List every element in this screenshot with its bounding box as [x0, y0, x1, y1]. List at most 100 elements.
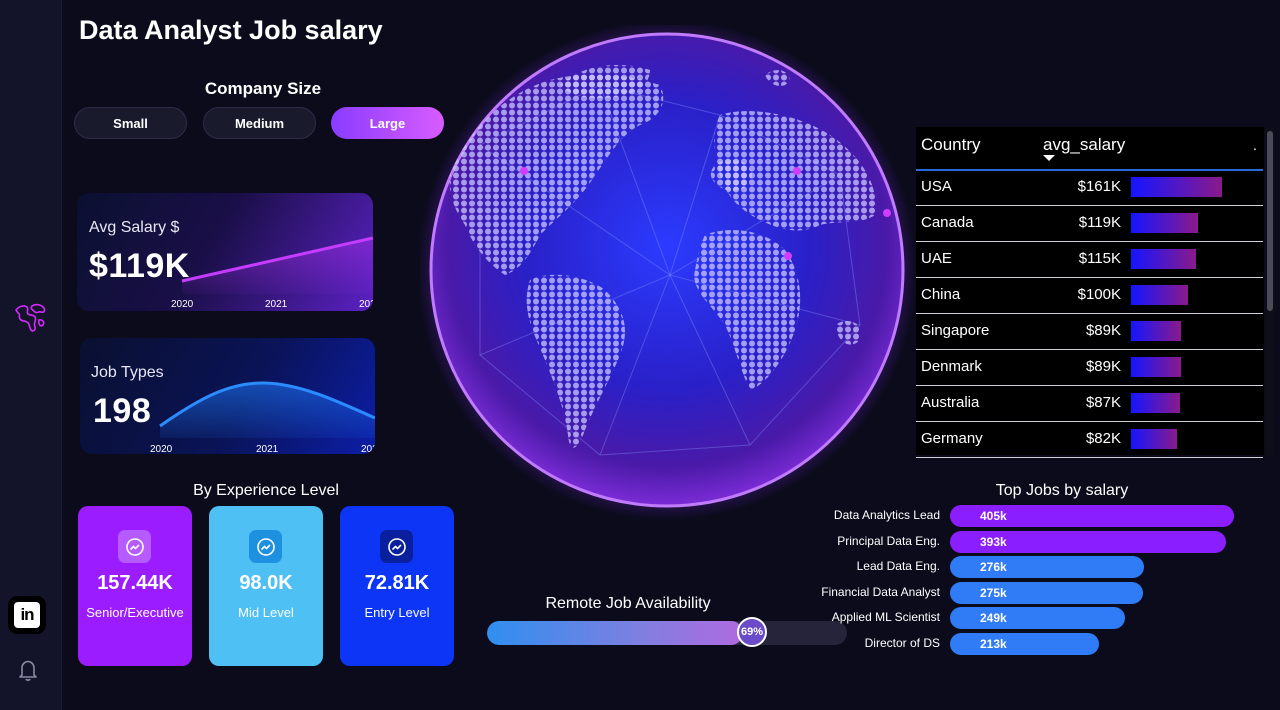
table-row[interactable]: Australia $87K: [916, 386, 1263, 422]
avg-salary-value: $115K: [1078, 250, 1121, 267]
job-salary-bar: 393k: [950, 530, 1226, 553]
job-title-label: Principal Data Eng.: [837, 533, 940, 548]
salary-databar: [1131, 357, 1181, 377]
experience-title: By Experience Level: [193, 482, 339, 499]
more-options-icon[interactable]: .: [1253, 137, 1257, 153]
table-row[interactable]: Canada $119K: [916, 206, 1263, 242]
scrollbar-thumb[interactable]: [1267, 131, 1273, 311]
job-types-label: Job Types: [91, 364, 164, 381]
top-job-row[interactable]: Applied ML Scientist 249k: [790, 607, 1250, 630]
country-name: Australia: [921, 394, 980, 411]
avg-salary-value: $100K: [1077, 286, 1121, 303]
table-row[interactable]: China $100K: [916, 278, 1263, 314]
company-size-small-button[interactable]: Small: [74, 107, 187, 139]
table-row[interactable]: Denmark $89K: [916, 350, 1263, 386]
country-column-header[interactable]: Country: [921, 135, 981, 154]
table-row[interactable]: UAE $115K: [916, 242, 1263, 278]
job-title-label: Lead Data Eng.: [856, 559, 940, 574]
experience-label: Senior/Executive: [86, 605, 184, 620]
avg-salary-card: Avg Salary $ $119K 2020 2021 2022: [77, 193, 373, 311]
salary-databar: [1131, 429, 1177, 449]
bell-icon[interactable]: [17, 658, 39, 682]
table-row[interactable]: USA $161K: [916, 170, 1263, 206]
company-size-large-button[interactable]: Large: [331, 107, 444, 139]
job-salary-value: 393k: [980, 534, 1007, 549]
job-salary-value: 405k: [980, 509, 1007, 523]
sort-descending-icon[interactable]: [1043, 155, 1055, 161]
experience-value: 157.44K: [97, 572, 173, 594]
job-salary-value: 275k: [980, 585, 1007, 600]
year-label: 2020: [150, 444, 173, 454]
table-scrollbar[interactable]: [1266, 127, 1274, 455]
year-label: 2020: [171, 299, 194, 310]
table-header: Country avg_salary .: [916, 127, 1263, 171]
trend-icon: [118, 530, 151, 563]
avg-salary-value: $89K: [1085, 322, 1121, 339]
company-size-medium-button[interactable]: Medium: [203, 107, 316, 139]
trend-icon: [249, 530, 282, 563]
job-types-value: 198: [93, 392, 152, 430]
top-jobs-title: Top Jobs by salary: [995, 482, 1129, 499]
avg-salary-value: $82K: [1085, 430, 1121, 447]
job-types-trend-curve: [159, 381, 375, 438]
table-row[interactable]: Singapore $89K: [916, 314, 1263, 350]
page-title: Data Analyst Job salary: [79, 15, 383, 45]
avg-salary-value: $87K: [1085, 394, 1121, 411]
globe-illustration: [420, 25, 917, 520]
experience-card-senior-executive[interactable]: 157.44K Senior/Executive: [78, 506, 192, 666]
country-name: UAE: [921, 250, 952, 267]
experience-value: 98.0K: [239, 572, 293, 594]
avg-salary-value: $119K: [89, 247, 190, 285]
company-size-title: Company Size: [204, 79, 322, 98]
sidebar: in: [0, 0, 62, 710]
salary-databar: [1131, 213, 1198, 233]
experience-label: Mid Level: [238, 605, 294, 620]
job-title-label: Financial Data Analyst: [821, 584, 940, 599]
job-salary-bar: 275k: [950, 581, 1143, 604]
avg-salary-column-header[interactable]: avg_salary: [1043, 135, 1126, 154]
linkedin-icon[interactable]: in: [8, 596, 46, 634]
remote-availability-knob[interactable]: 69%: [737, 617, 767, 647]
avg-salary-label: Avg Salary $: [89, 219, 180, 236]
country-salary-table: Country avg_salary . USA $161K Canada $119K…: [916, 127, 1264, 458]
job-title-label: Director of DS: [864, 636, 940, 650]
job-salary-bar: 249k: [950, 607, 1125, 630]
experience-card-entry-level[interactable]: 72.81K Entry Level: [340, 506, 454, 666]
job-salary-value: 213k: [980, 637, 1007, 651]
top-job-row[interactable]: Director of DS 213k: [790, 633, 1250, 655]
experience-value: 72.81K: [364, 572, 430, 594]
year-label: 2022: [359, 299, 373, 310]
job-salary-bar: 213k: [950, 633, 1099, 655]
country-name: USA: [921, 178, 952, 195]
country-name: Germany: [921, 430, 983, 447]
salary-databar: [1131, 321, 1181, 341]
job-salary-bar: 405k: [950, 505, 1234, 527]
avg-salary-value: $161K: [1077, 178, 1121, 195]
job-title-label: Applied ML Scientist: [831, 610, 940, 625]
avg-salary-value: $89K: [1085, 358, 1121, 375]
top-job-row[interactable]: Principal Data Eng. 393k: [790, 530, 1250, 553]
job-title-label: Data Analytics Lead: [833, 508, 940, 522]
table-row[interactable]: Germany $82K: [916, 422, 1263, 458]
experience-label: Entry Level: [364, 605, 430, 620]
job-salary-value: 276k: [980, 560, 1007, 575]
country-name: Canada: [921, 214, 974, 231]
salary-databar: [1131, 393, 1180, 413]
country-name: Singapore: [921, 322, 990, 339]
job-types-card: Job Types 198 2020 2021 2022: [80, 338, 375, 454]
world-map-icon[interactable]: [13, 300, 49, 336]
top-job-row[interactable]: Data Analytics Lead 405k: [790, 505, 1250, 527]
job-salary-bar: 276k: [950, 556, 1144, 579]
remote-availability-fill: [487, 621, 743, 645]
year-label: 2022: [361, 444, 375, 454]
salary-databar: [1131, 177, 1222, 197]
salary-databar: [1131, 249, 1196, 269]
remote-availability-track: [487, 621, 847, 645]
experience-card-mid-level[interactable]: 98.0K Mid Level: [209, 506, 323, 666]
top-job-row[interactable]: Lead Data Eng. 276k: [790, 556, 1250, 579]
avg-salary-trend-line: [181, 236, 373, 294]
year-label: 2021: [256, 444, 279, 454]
top-job-row[interactable]: Financial Data Analyst 275k: [790, 581, 1250, 604]
trend-icon: [380, 530, 413, 563]
country-name: Denmark: [921, 358, 982, 375]
